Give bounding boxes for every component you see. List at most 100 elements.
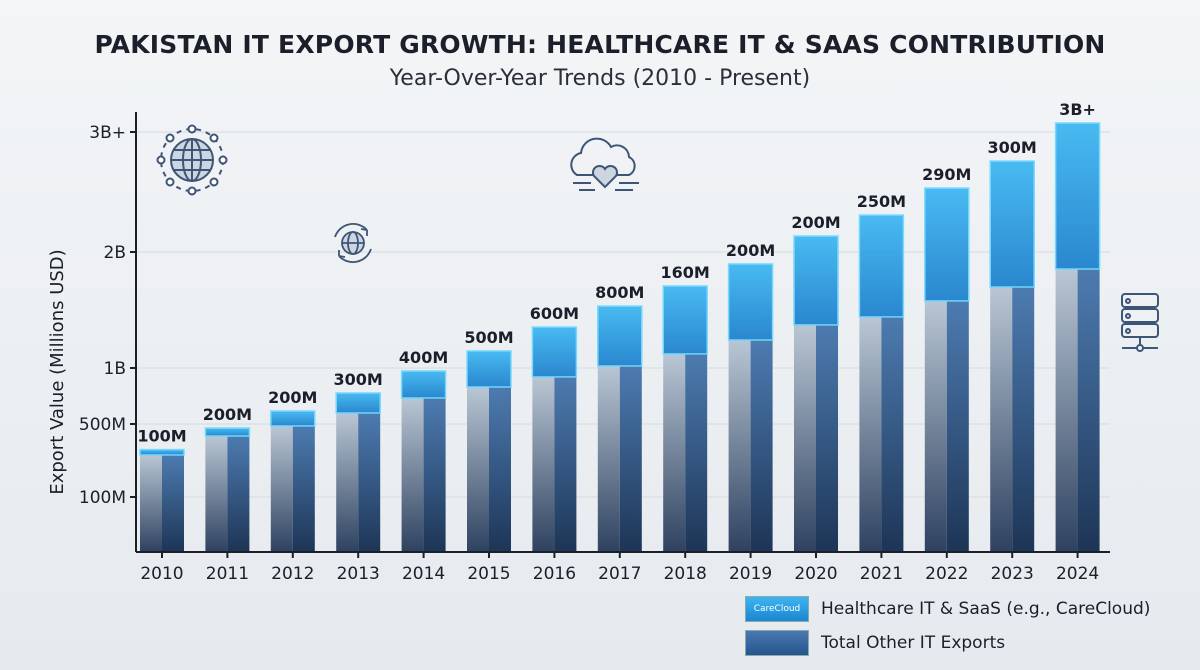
bar-healthcare-saas	[989, 160, 1035, 288]
data-label: 3B+	[1059, 100, 1096, 119]
data-label: 300M	[334, 370, 383, 389]
bar-other-exports	[270, 426, 293, 552]
data-label: 290M	[922, 165, 971, 184]
legend-swatch-healthcare: CareCloud	[745, 596, 809, 622]
bar-other-exports	[663, 353, 686, 552]
bar-other-exports	[1055, 269, 1078, 552]
legend-swatch-other	[745, 630, 809, 656]
bar-other-exports	[728, 340, 751, 552]
bar-other-exports-shade	[881, 316, 904, 552]
bar-other-exports-shade	[489, 387, 511, 552]
bar-2015: 500M	[464, 328, 514, 552]
bar-other-exports	[990, 287, 1013, 552]
x-tick-label: 2014	[402, 564, 445, 584]
data-label: 200M	[203, 405, 252, 424]
chart-subtitle: Year-Over-Year Trends (2010 - Present)	[389, 66, 811, 91]
bar-healthcare-saas	[1054, 122, 1101, 270]
bar-healthcare-saas	[466, 350, 512, 388]
chart-title: PAKISTAN IT EXPORT GROWTH: HEALTHCARE IT…	[94, 30, 1106, 59]
x-tick-label: 2020	[794, 564, 837, 584]
bar-other-exports-shade	[554, 376, 577, 552]
bar-other-exports	[401, 398, 424, 552]
bar-2021: 250M	[857, 192, 906, 552]
bar-other-exports-shade	[227, 436, 250, 552]
data-label: 160M	[661, 263, 710, 282]
bar-other-exports-shade	[292, 426, 315, 552]
bar-other-exports-shade	[162, 455, 184, 552]
legend-label-healthcare: Healthcare IT & SaaS (e.g., CareCloud)	[821, 599, 1151, 619]
y-tick-label: 1B	[104, 359, 126, 379]
bar-healthcare-saas	[793, 235, 839, 326]
cloud-heart-icon	[570, 137, 639, 191]
x-tick-label: 2024	[1056, 564, 1099, 584]
bar-2014: 400M	[399, 348, 448, 552]
bar-healthcare-saas	[531, 326, 578, 378]
bar-2016: 600M	[530, 304, 579, 552]
bar-healthcare-saas	[139, 448, 185, 456]
x-tick-label: 2023	[991, 564, 1034, 584]
x-tick-label: 2017	[598, 564, 641, 584]
data-label: 200M	[791, 213, 840, 232]
legend-label-other: Total Other IT Exports	[821, 633, 1006, 653]
data-label: 300M	[988, 138, 1037, 157]
data-label: 400M	[399, 348, 448, 367]
y-tick-label: 100M	[79, 488, 126, 508]
data-label: 200M	[268, 388, 317, 407]
data-label: 200M	[726, 241, 775, 260]
y-tick-label: 3B+	[89, 123, 126, 143]
bar-other-exports	[794, 324, 816, 552]
bar-other-exports	[336, 413, 359, 552]
bar-2019: 200M	[726, 241, 775, 552]
bar-healthcare-saas	[662, 285, 708, 355]
bar-other-exports-shade	[358, 413, 381, 552]
bar-other-exports-shade	[423, 398, 446, 552]
x-tick-label: 2019	[729, 564, 772, 584]
bar-other-exports-shade	[816, 324, 838, 552]
bar-other-exports-shade	[750, 340, 773, 552]
globe-refresh-icon	[334, 223, 372, 263]
bar-2011: 200M	[203, 405, 252, 552]
bar-healthcare-saas	[727, 263, 774, 341]
bar-2013: 300M	[334, 370, 383, 552]
x-tick-label: 2012	[271, 564, 314, 584]
y-axis-label: Export Value (Millions USD)	[47, 249, 68, 494]
bar-2018: 160M	[661, 263, 710, 552]
x-tick-label: 2021	[860, 564, 903, 584]
x-tick-label: 2015	[467, 564, 510, 584]
bar-healthcare-saas	[858, 214, 905, 318]
legend-item-other: Total Other IT Exports	[745, 630, 1005, 656]
bar-other-exports	[859, 316, 882, 552]
bar-other-exports	[597, 366, 620, 552]
legend-item-healthcare: CareCloud Healthcare IT & SaaS (e.g., Ca…	[745, 596, 1150, 622]
bar-other-exports	[140, 455, 162, 552]
x-tick-label: 2011	[206, 564, 249, 584]
bar-healthcare-saas	[597, 305, 643, 367]
y-tick-label: 2B	[104, 243, 126, 263]
bar-2023: 300M	[988, 138, 1037, 552]
globe-network-icon	[156, 124, 228, 196]
bar-other-exports-shade	[1012, 287, 1035, 552]
bar-2017: 800M	[595, 283, 644, 552]
x-tick-label: 2022	[925, 564, 968, 584]
bar-other-exports	[532, 376, 555, 552]
bar-2020: 200M	[791, 213, 841, 552]
bar-other-exports	[467, 387, 489, 552]
bar-2012: 200M	[268, 388, 317, 552]
x-tick-label: 2010	[140, 564, 183, 584]
bar-healthcare-saas	[400, 370, 447, 399]
data-label: 600M	[530, 304, 579, 323]
data-label: 250M	[857, 192, 906, 211]
bar-other-exports-shade	[946, 300, 969, 552]
data-label: 100M	[137, 427, 186, 446]
x-tick-label: 2018	[664, 564, 707, 584]
bar-healthcare-saas	[335, 392, 381, 414]
bar-healthcare-saas	[270, 410, 316, 427]
x-tick-label: 2016	[533, 564, 576, 584]
bar-other-exports	[205, 436, 228, 552]
bar-healthcare-saas	[204, 427, 251, 437]
server-network-icon	[1121, 293, 1159, 352]
bar-2024: 3B+	[1054, 100, 1101, 552]
bar-other-exports	[924, 300, 947, 552]
bar-healthcare-saas	[924, 187, 970, 302]
